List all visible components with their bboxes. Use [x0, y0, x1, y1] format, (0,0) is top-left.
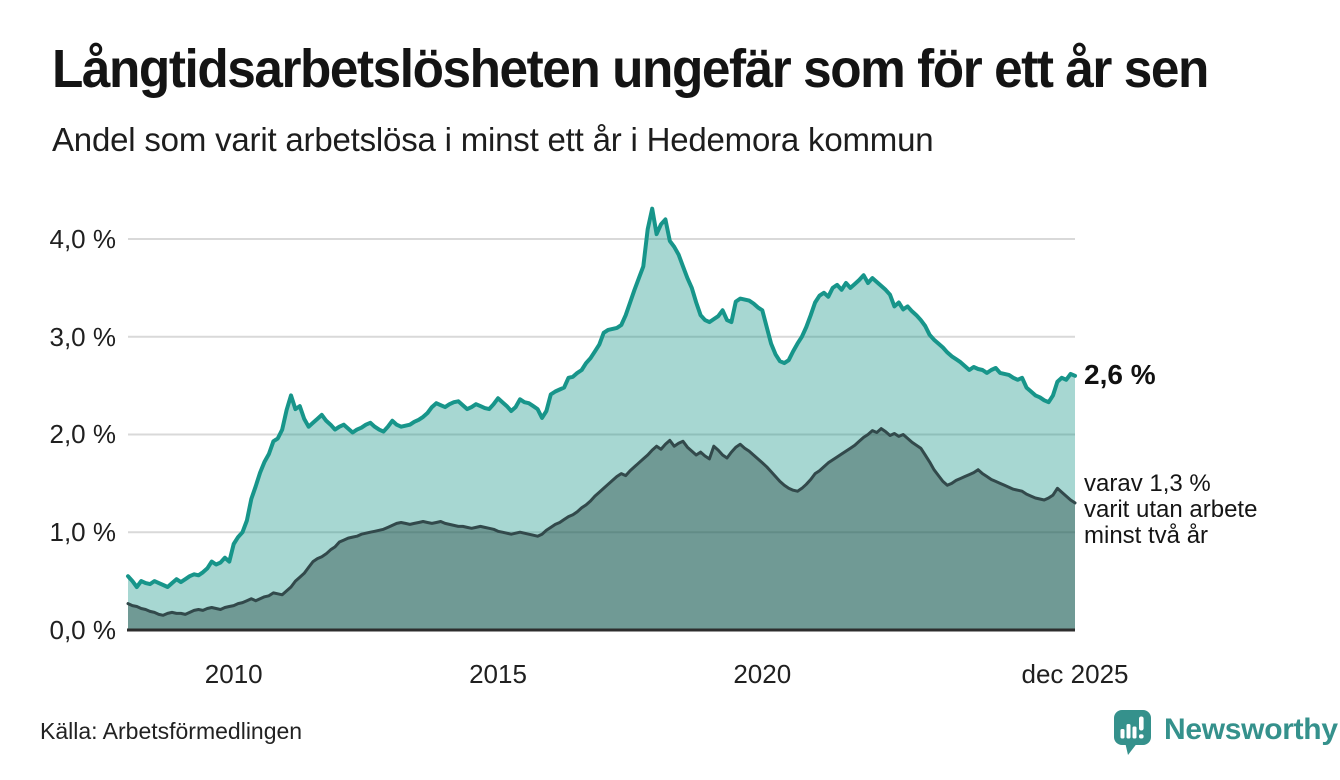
source-label: Källa: Arbetsförmedlingen: [40, 718, 303, 744]
latest-value-label: 2,6 %: [1084, 359, 1156, 390]
area-fill-one-year: [128, 208, 1075, 630]
subseries-annotation-line1: varav 1,3 %: [1084, 470, 1211, 497]
area-fill-two-years: [128, 428, 1075, 630]
series-line-one-year: [126, 206, 1077, 589]
page-subtitle: Andel som varit arbetslösa i minst ett å…: [52, 121, 934, 158]
y-tick-label: 1,0 %: [49, 517, 117, 548]
y-tick-label: 0,0 %: [49, 615, 117, 645]
y-tick-label: 3,0 %: [49, 321, 117, 352]
x-tick-label: dec 2025: [1021, 659, 1129, 689]
subseries-annotation: varav 1,3 % varit utan arbete minst två …: [1084, 471, 1257, 549]
x-tick-label: 2015: [469, 659, 527, 689]
page-title: Långtidsarbetslösheten ungefär som för e…: [52, 39, 1209, 99]
subseries-annotation-line2: varit utan arbete: [1084, 496, 1258, 523]
newsworthy-brand: Newsworthy: [1112, 708, 1338, 756]
subseries-annotation-line3: minst två år: [1084, 522, 1209, 549]
y-tick-label: 2,0 %: [49, 419, 117, 450]
newsworthy-speech-bubble-bar-chart-icon: [1114, 710, 1151, 755]
x-tick-label: 2020: [733, 659, 792, 689]
y-tick-label: 4,0 %: [49, 223, 117, 254]
series-line-two-years: [126, 427, 1077, 617]
newsworthy-wordmark: Newsworthy: [1164, 713, 1338, 746]
x-tick-label: 2010: [204, 659, 263, 689]
